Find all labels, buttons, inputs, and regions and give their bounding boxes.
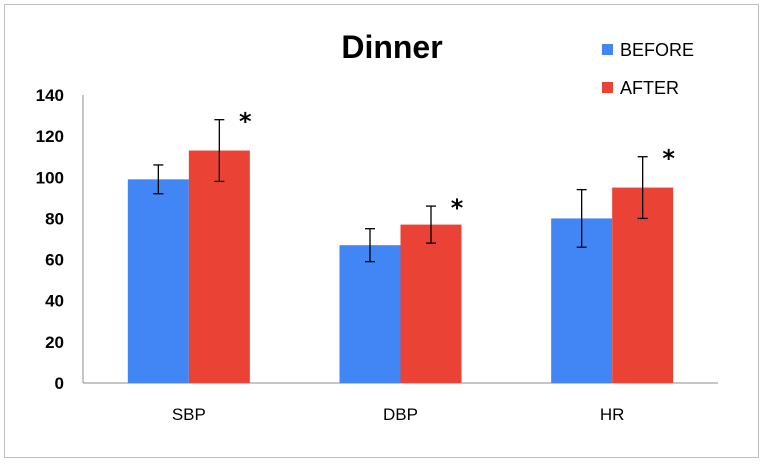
significance-star: * [239, 108, 252, 136]
error-bars [153, 119, 648, 263]
legend-swatch-after [602, 82, 613, 93]
y-tick-label: 80 [45, 209, 64, 228]
y-tick-label: 140 [36, 86, 64, 105]
bar-after-hr [612, 187, 674, 383]
y-tick-label: 100 [36, 168, 64, 187]
legend-label-after: AFTER [620, 78, 679, 98]
x-category-label: DBP [383, 405, 418, 424]
legend-swatch-before [602, 44, 613, 55]
bar-before-dbp [339, 245, 401, 383]
chart-title: Dinner [341, 29, 442, 65]
bar-after-dbp [400, 224, 462, 383]
significance-star: * [451, 194, 464, 222]
y-tick-labels: 0 20 40 60 80 100 120 140 [36, 86, 64, 393]
legend-label-before: BEFORE [620, 40, 694, 60]
significance-markers: * * * [239, 108, 675, 222]
bar-marks [127, 150, 674, 383]
y-tick-label: 40 [45, 292, 64, 311]
bar-before-sbp [127, 179, 189, 383]
y-tick-label: 120 [36, 127, 64, 146]
x-category-label: SBP [172, 405, 206, 424]
y-tick-label: 0 [55, 374, 64, 393]
bar-after-sbp [188, 150, 250, 383]
x-category-labels: SBP DBP HR [172, 405, 625, 424]
x-category-label: HR [600, 405, 625, 424]
significance-star: * [662, 145, 675, 173]
y-tick-label: 20 [45, 333, 64, 352]
y-tick-label: 60 [45, 251, 64, 270]
